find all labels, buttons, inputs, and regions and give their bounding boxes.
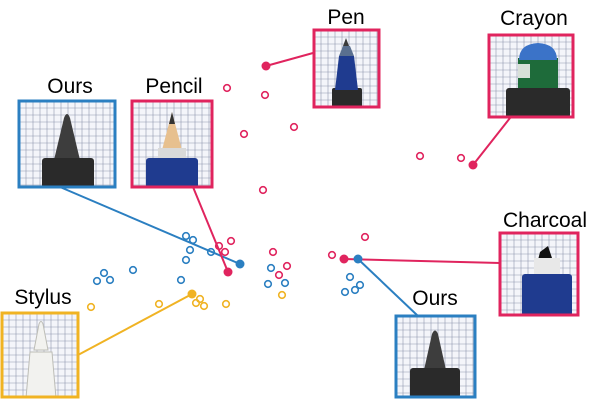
red-point: [456, 153, 466, 163]
anchor-dot-charcoal: [339, 254, 349, 264]
anchor-dot-stylus: [187, 289, 197, 299]
connector-ours-top: [59, 186, 241, 265]
blue-point: [92, 276, 102, 286]
red-point: [258, 185, 268, 195]
blue-point: [206, 247, 216, 257]
anchor-dot-pencil: [223, 267, 233, 277]
yellow-point: [191, 298, 201, 308]
red-point: [226, 236, 236, 246]
callout-ours-top: Ours: [17, 75, 117, 189]
pen-tip-icon: [332, 38, 362, 107]
red-points: [214, 83, 466, 280]
red-point: [327, 250, 337, 260]
red-point: [260, 90, 270, 100]
red-point: [214, 241, 224, 251]
anchor-dot-ours-top: [235, 259, 245, 269]
callout-label-ours-top: Ours: [47, 75, 93, 98]
blue-point: [340, 287, 350, 297]
anchor-dot-crayon: [468, 160, 478, 170]
blue-point: [188, 235, 198, 245]
callout-pen: Pen: [312, 6, 381, 109]
red-point: [220, 247, 230, 257]
blue-point: [105, 275, 115, 285]
callout-ours-bottom: Ours: [394, 287, 477, 399]
yellow-point: [221, 299, 231, 309]
yellow-point: [154, 299, 164, 309]
connector-pen: [265, 52, 314, 67]
blue-point: [355, 280, 365, 290]
blue-point: [345, 272, 355, 282]
pencil-tip-icon: [146, 112, 198, 187]
red-point: [415, 151, 425, 161]
connector-stylus: [77, 293, 193, 356]
callout-label-pencil: Pencil: [145, 75, 202, 98]
blue-point: [280, 278, 290, 288]
blue-point: [350, 285, 360, 295]
red-point: [274, 270, 284, 280]
connector-ours-bottom: [357, 258, 419, 317]
callout-label-ours-bottom: Ours: [412, 287, 458, 310]
connector-charcoal: [343, 258, 501, 264]
blue-point: [99, 268, 109, 278]
yellow-point: [199, 301, 209, 311]
callout-label-pen: Pen: [327, 6, 364, 29]
connector-pencil: [192, 186, 229, 273]
red-point: [282, 261, 292, 271]
red-point: [239, 129, 249, 139]
callout-crayon: Crayon: [487, 7, 575, 119]
blue-point: [266, 263, 276, 273]
yellow-point: [86, 302, 96, 312]
yellow-points: [86, 290, 287, 312]
connector-crayon: [472, 117, 511, 166]
blue-point: [185, 245, 195, 255]
callout-stylus: Stylus: [0, 286, 80, 399]
felt-tip-icon: [42, 114, 94, 187]
charcoal-tip-icon: [522, 246, 572, 315]
callout-label-stylus: Stylus: [14, 286, 71, 309]
anchor-dot-ours-bottom: [353, 254, 363, 264]
callout-label-charcoal: Charcoal: [503, 209, 587, 232]
blue-point: [181, 231, 191, 241]
red-point: [268, 247, 278, 257]
stylus-tip-icon: [25, 321, 57, 397]
red-point: [289, 122, 299, 132]
connector-lines: [59, 52, 511, 356]
callout-label-crayon: Crayon: [500, 7, 568, 30]
anchor-dots: [187, 61, 478, 299]
blue-point: [181, 255, 191, 265]
callout-charcoal: Charcoal: [498, 209, 587, 317]
blue-point: [128, 265, 138, 275]
crayon-tip-icon: [506, 43, 570, 117]
red-point: [222, 83, 232, 93]
callout-pencil: Pencil: [130, 75, 214, 189]
felt-tip-icon: [410, 330, 460, 397]
blue-point: [263, 279, 273, 289]
yellow-point: [277, 290, 287, 300]
red-point: [360, 232, 370, 242]
anchor-dot-pen: [261, 61, 271, 71]
yellow-point: [195, 294, 205, 304]
blue-point: [176, 275, 186, 285]
blue-points: [92, 231, 365, 297]
